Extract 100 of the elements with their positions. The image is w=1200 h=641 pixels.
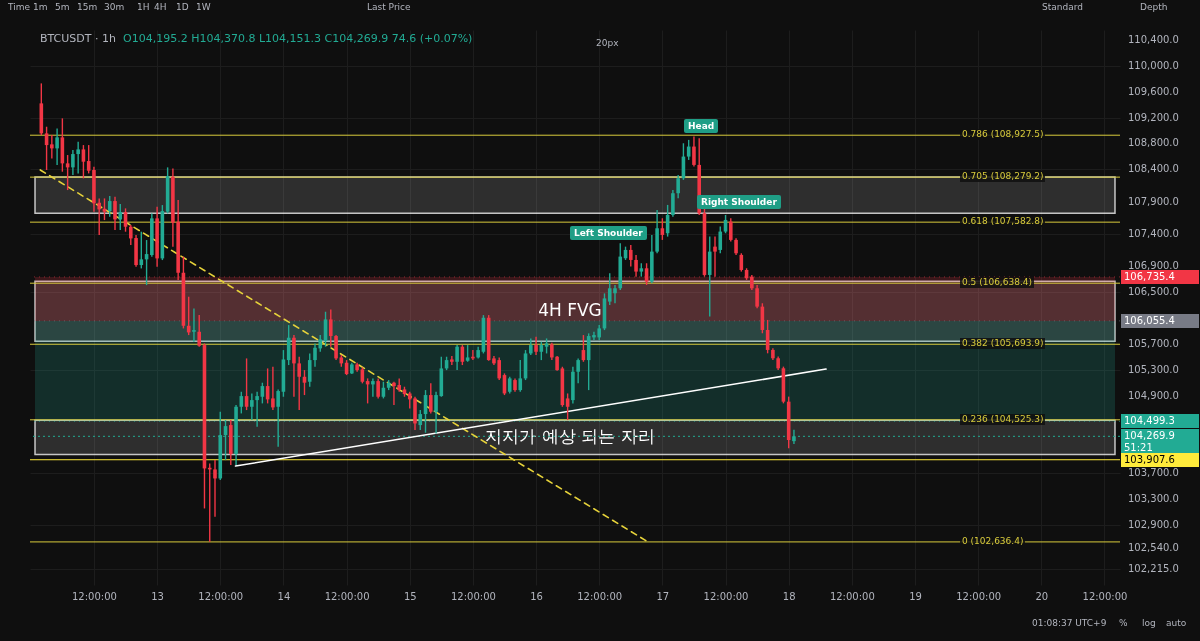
x-tick-label: 12:00:00 xyxy=(450,590,496,602)
text: 5m xyxy=(55,1,70,13)
ref-line-label: 0 (102,636.4) xyxy=(960,535,1026,547)
ref-line-label: 103,907.6 xyxy=(1121,452,1199,467)
candlestick xyxy=(565,392,570,421)
y-tick-label: 108,800.0 xyxy=(1128,137,1179,149)
x-tick-label: 12:00:00 xyxy=(956,590,1002,602)
candlestick xyxy=(97,197,102,236)
candlestick xyxy=(434,391,438,435)
text: 1m xyxy=(33,1,48,13)
x-tick-label: 12:00:00 xyxy=(324,590,370,602)
candlestick xyxy=(213,459,217,518)
candlestick xyxy=(76,141,80,175)
candlestick xyxy=(307,352,312,388)
candlestick xyxy=(455,344,459,371)
candlestick xyxy=(418,409,423,431)
y-tick-label: 103,700.0 xyxy=(1128,467,1179,479)
candlestick xyxy=(71,149,75,176)
annotation: 20px xyxy=(596,37,619,49)
candlestick xyxy=(692,135,696,168)
y-tick-label: 107,900.0 xyxy=(1128,195,1179,207)
y-tick-label: 105,700.0 xyxy=(1128,337,1179,349)
y-tick-label: 103,300.0 xyxy=(1128,493,1179,505)
text: 4H xyxy=(154,1,167,13)
x-tick-label: 15 xyxy=(403,590,417,602)
candlestick xyxy=(755,284,759,310)
x-tick-label: 14 xyxy=(277,590,291,602)
candlestick xyxy=(271,366,275,411)
ref-line-label: 0.618 (107,582.8) xyxy=(960,216,1046,228)
candlestick xyxy=(518,359,523,393)
chart-title: BTCUSDT · 1h xyxy=(40,32,116,45)
candlestick xyxy=(676,174,680,199)
candlestick xyxy=(450,355,454,366)
candlestick xyxy=(634,254,638,278)
candlestick xyxy=(792,429,796,445)
candlestick xyxy=(197,314,202,348)
y-tick-label: 102,215.0 xyxy=(1128,563,1179,575)
candlestick xyxy=(576,357,580,385)
text: 1H xyxy=(137,1,150,13)
candlestick xyxy=(655,209,659,254)
x-tick-label: 19 xyxy=(909,590,922,602)
candlestick xyxy=(428,382,433,415)
candlestick xyxy=(118,203,123,231)
candlestick xyxy=(139,231,144,270)
candlestick xyxy=(192,307,196,343)
y-tick-label: 106,500.0 xyxy=(1128,286,1179,298)
x-tick-label: 12:00:00 xyxy=(703,590,749,602)
text: Depth xyxy=(1140,1,1168,13)
candlestick xyxy=(376,377,380,400)
ref-line-label: 0.786 (108,927.5) xyxy=(960,129,1046,141)
candlestick xyxy=(628,244,633,268)
ref-line-label: 106,735.4 xyxy=(1121,269,1199,284)
x-tick-label: 12:00:00 xyxy=(1082,590,1128,602)
text: 01:08:37 UTC+9 xyxy=(1032,617,1107,629)
ref-line-label: 106,055.4 xyxy=(1121,313,1199,328)
x-tick-label: 13 xyxy=(151,590,164,602)
y-tick-label: 110,400.0 xyxy=(1128,34,1179,46)
annotation: O104,195.2 H104,370.8 L104,151.3 C104,269.9 74.6 (+0.07%) xyxy=(123,32,473,45)
candlestick xyxy=(334,334,338,361)
candlestick xyxy=(371,377,375,398)
y-tick-label: 102,540.0 xyxy=(1128,542,1179,554)
band-label: 지지가 예상 되는 자리 xyxy=(485,426,655,447)
ref-line-label: 0.236 (104,525.3) xyxy=(960,413,1046,425)
y-tick-label: 110,000.0 xyxy=(1128,59,1179,71)
candlestick xyxy=(534,336,538,356)
candlestick xyxy=(313,342,317,368)
candlestick xyxy=(50,134,54,160)
x-tick-label: 17 xyxy=(656,590,670,602)
y-tick-label: 109,200.0 xyxy=(1128,111,1179,123)
candlestick xyxy=(255,391,259,428)
text: auto xyxy=(1166,617,1187,629)
text: 30m xyxy=(104,1,125,13)
ref-line-label: 104,499.3 xyxy=(1121,414,1199,429)
candlestick xyxy=(713,235,717,278)
ref-line-label: 0.705 (108,279.2) xyxy=(960,171,1046,183)
annotation: Head xyxy=(684,119,719,133)
candlestick xyxy=(297,356,302,411)
y-tick-label: 104,900.0 xyxy=(1128,389,1179,401)
candlestick xyxy=(328,308,333,348)
ref-line-label: 104,269.9 51:21 xyxy=(1121,429,1199,456)
x-tick-label: 20 xyxy=(1035,590,1049,602)
text: % xyxy=(1119,617,1128,629)
x-tick-label: 16 xyxy=(530,590,543,602)
candlestick xyxy=(113,196,117,231)
x-tick-label: 12:00:00 xyxy=(71,590,117,602)
candlestick xyxy=(128,224,133,246)
y-tick-label: 106,900.0 xyxy=(1128,260,1179,272)
candlestick xyxy=(707,235,712,318)
text: 1D xyxy=(176,1,189,13)
candlestick xyxy=(250,392,254,421)
annotation: Right Shoulder xyxy=(697,195,781,209)
candlestick xyxy=(55,127,59,166)
text: 15m xyxy=(77,1,98,13)
x-tick-label: 12:00:00 xyxy=(198,590,244,602)
text: Standard xyxy=(1042,1,1083,13)
text: log xyxy=(1142,617,1156,629)
candlestick xyxy=(728,217,733,243)
y-tick-label: 108,400.0 xyxy=(1128,163,1179,175)
y-tick-label: 102,900.0 xyxy=(1128,518,1179,530)
x-tick-label: 12:00:00 xyxy=(577,590,623,602)
